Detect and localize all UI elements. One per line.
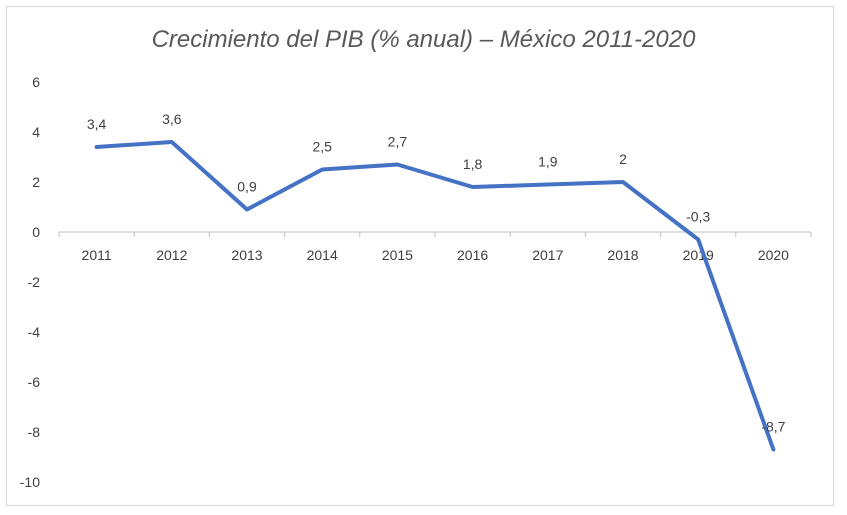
x-tick-label: 2016 xyxy=(457,247,488,263)
chart-title: Crecimiento del PIB (% anual) – México 2… xyxy=(151,26,696,53)
x-tick-label: 2019 xyxy=(683,247,714,263)
data-label: 2,7 xyxy=(388,134,408,150)
data-label: -0,3 xyxy=(686,209,710,225)
y-tick-label: 0 xyxy=(32,224,40,240)
data-label: 1,8 xyxy=(463,156,483,172)
data-labels: 3,4 3,6 0,9 2,5 2,7 1,8 1,9 2 -0,3 -8,7 xyxy=(87,111,786,435)
y-tick-label: -10 xyxy=(20,474,40,490)
x-axis-ticks: 2011 2012 2013 2014 2015 2016 2017 2018 2019 2020 xyxy=(58,232,812,263)
y-tick-label: 4 xyxy=(32,124,40,140)
data-label: 3,4 xyxy=(87,116,107,132)
x-tick-label: 2011 xyxy=(82,247,112,263)
x-tick-label: 2013 xyxy=(231,247,262,263)
y-tick-label: 6 xyxy=(32,74,40,90)
y-tick-label: -6 xyxy=(28,374,41,390)
chart-frame xyxy=(6,6,834,506)
series-line xyxy=(94,140,776,452)
y-tick-label: -4 xyxy=(28,324,41,340)
x-tick-label: 2020 xyxy=(758,247,789,263)
x-tick-label: 2014 xyxy=(307,247,338,263)
x-tick-label: 2015 xyxy=(382,247,413,263)
data-label: -8,7 xyxy=(761,419,785,435)
y-axis-ticks: 6 4 2 0 -2 -4 -6 -8 -10 xyxy=(20,74,40,490)
data-label: 1,9 xyxy=(538,154,558,170)
x-tick-label: 2018 xyxy=(607,247,638,263)
data-label: 2,5 xyxy=(312,139,332,155)
x-tick-label: 2017 xyxy=(532,247,563,263)
y-tick-label: 2 xyxy=(32,174,40,190)
y-tick-label: -8 xyxy=(28,424,41,440)
data-label: 2 xyxy=(619,151,627,167)
data-label: 3,6 xyxy=(162,111,182,127)
data-label: 0,9 xyxy=(237,179,257,195)
y-tick-label: -2 xyxy=(28,274,41,290)
x-tick-label: 2012 xyxy=(156,247,187,263)
